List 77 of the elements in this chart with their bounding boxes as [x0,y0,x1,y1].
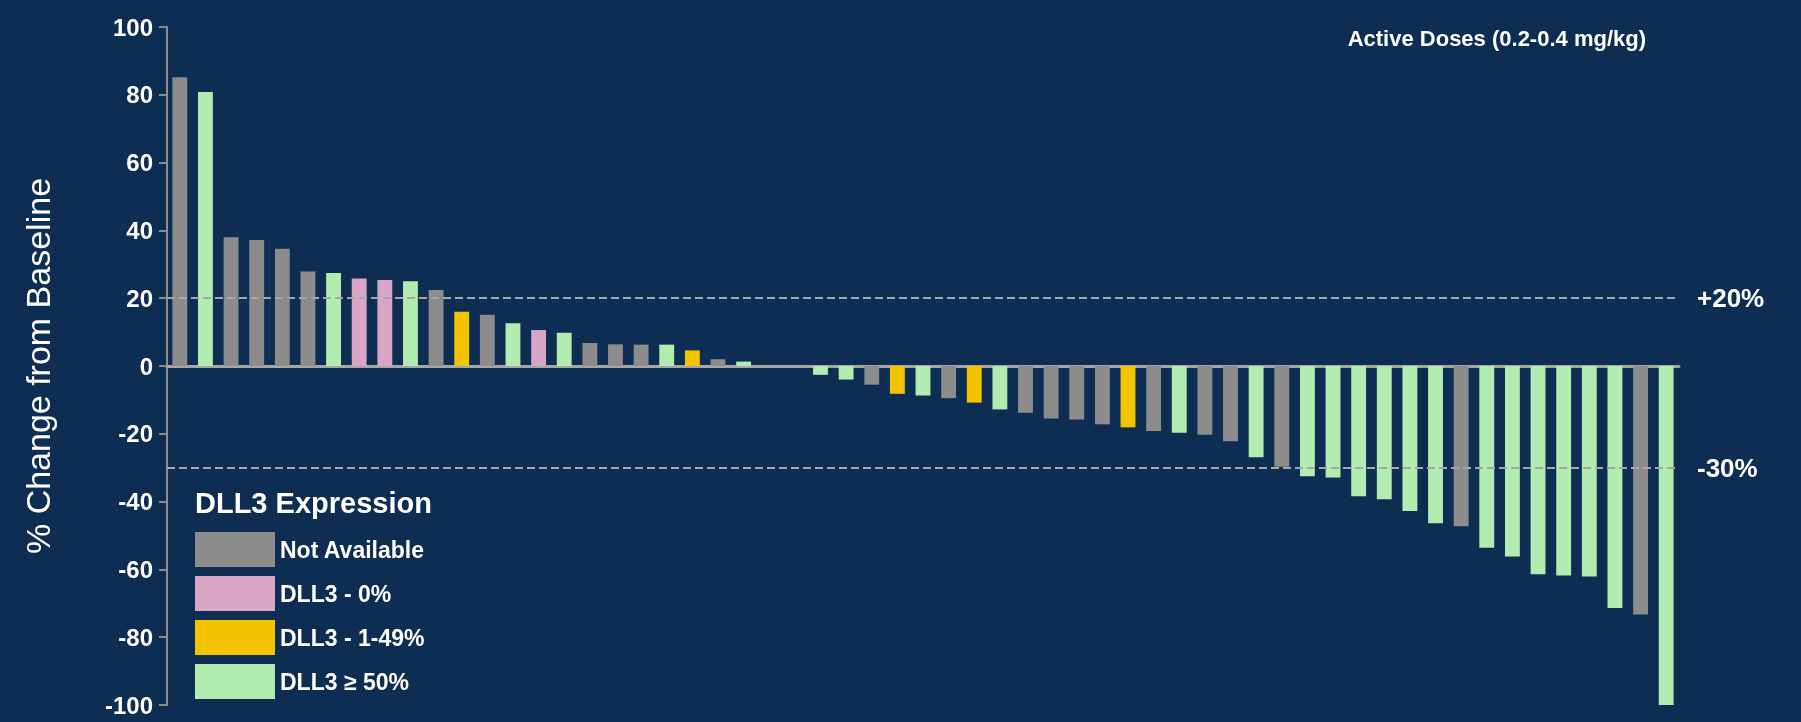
bar [915,366,931,396]
bar [710,359,726,366]
bar [1556,366,1572,576]
legend-label: DLL3 ≥ 50% [280,668,409,695]
bar [1351,366,1367,497]
bar [198,92,213,366]
bar [838,366,854,380]
bar [1018,366,1033,413]
bar [1120,366,1136,428]
bar [1094,366,1110,425]
bar [505,323,521,366]
legend-label: Not Available [280,536,424,563]
legend-label: DLL3 - 1-49% [280,624,425,651]
y-tick-label: -20 [118,420,153,448]
bar [274,248,290,366]
bar [1504,366,1520,557]
bar [1428,366,1443,524]
ref-line-label: -30% [1697,452,1758,483]
bar [1325,366,1341,478]
bar [992,366,1008,410]
bar [1376,366,1392,500]
bar [377,279,393,366]
bar [403,281,418,366]
bar [1197,366,1213,435]
bar [889,366,905,394]
bar [1171,366,1187,433]
y-axis-title: % Change from Baseline [19,177,57,555]
bar [608,344,623,366]
bar [1248,366,1264,458]
bar [351,278,367,366]
ref-line-label: +20% [1697,283,1765,314]
bar [813,366,828,375]
bar [1633,366,1648,615]
bar [1530,366,1546,575]
bar [454,311,470,366]
bar [633,344,649,366]
y-tick-label: 60 [126,149,153,177]
bar [1299,366,1315,477]
bar [531,330,547,366]
bar [1479,366,1495,548]
y-tick-label: 0 [139,352,153,380]
bar [1581,366,1597,577]
legend-title: DLL3 Expression [195,486,432,519]
bar [1274,366,1290,467]
bar [223,237,239,366]
bar [736,361,752,366]
bar [1607,366,1623,609]
y-tick-label: 80 [126,81,153,109]
y-tick-label: 20 [126,284,153,312]
bar [1223,366,1238,442]
y-tick-label: -40 [118,488,153,516]
y-tick-label: -100 [104,691,153,719]
y-tick-label: -60 [118,555,153,583]
bar [1658,366,1674,705]
legend-label: DLL3 - 0% [280,580,392,607]
bar [326,273,342,366]
bar [172,77,188,366]
bar [1146,366,1162,432]
bar [966,366,982,403]
bar [941,366,957,399]
y-tick-label: 40 [126,216,153,244]
bar [684,350,700,366]
bar [1453,366,1469,527]
bar [1402,366,1418,512]
bar [249,239,265,366]
chart-title: Active Doses (0.2-0.4 mg/kg) [1347,25,1647,51]
y-tick-label: -80 [118,623,153,651]
bar [556,332,572,366]
bar [1069,366,1085,420]
bar [479,314,495,366]
bar [864,366,880,385]
bar [1043,366,1059,419]
y-tick-label: 100 [112,13,153,41]
bar [300,271,316,366]
bar [659,344,675,366]
bar [582,342,598,366]
bar [428,290,444,366]
